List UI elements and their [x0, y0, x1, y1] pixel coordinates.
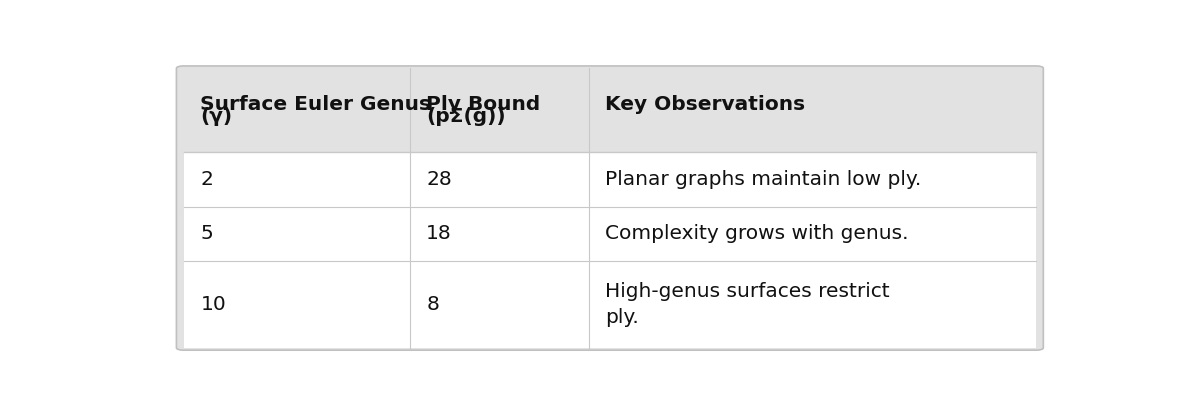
- Text: 8: 8: [426, 295, 439, 314]
- Text: Key Observations: Key Observations: [606, 95, 806, 114]
- Text: 10: 10: [200, 295, 226, 314]
- Text: Complexity grows with genus.: Complexity grows with genus.: [606, 225, 909, 243]
- Text: (γ): (γ): [200, 107, 232, 126]
- Text: 28: 28: [426, 170, 452, 189]
- Text: 18: 18: [426, 225, 452, 243]
- Text: Surface Euler Genus: Surface Euler Genus: [200, 95, 432, 114]
- Text: High-genus surfaces restrict
ply.: High-genus surfaces restrict ply.: [606, 282, 890, 327]
- Text: 5: 5: [200, 225, 213, 243]
- Text: Planar graphs maintain low ply.: Planar graphs maintain low ply.: [606, 170, 921, 189]
- Text: (pΣ(g)): (pΣ(g)): [426, 107, 506, 126]
- Text: Ply Bound: Ply Bound: [426, 95, 540, 114]
- FancyBboxPatch shape: [176, 66, 1044, 350]
- Bar: [183, 152, 1036, 348]
- Text: 2: 2: [200, 170, 213, 189]
